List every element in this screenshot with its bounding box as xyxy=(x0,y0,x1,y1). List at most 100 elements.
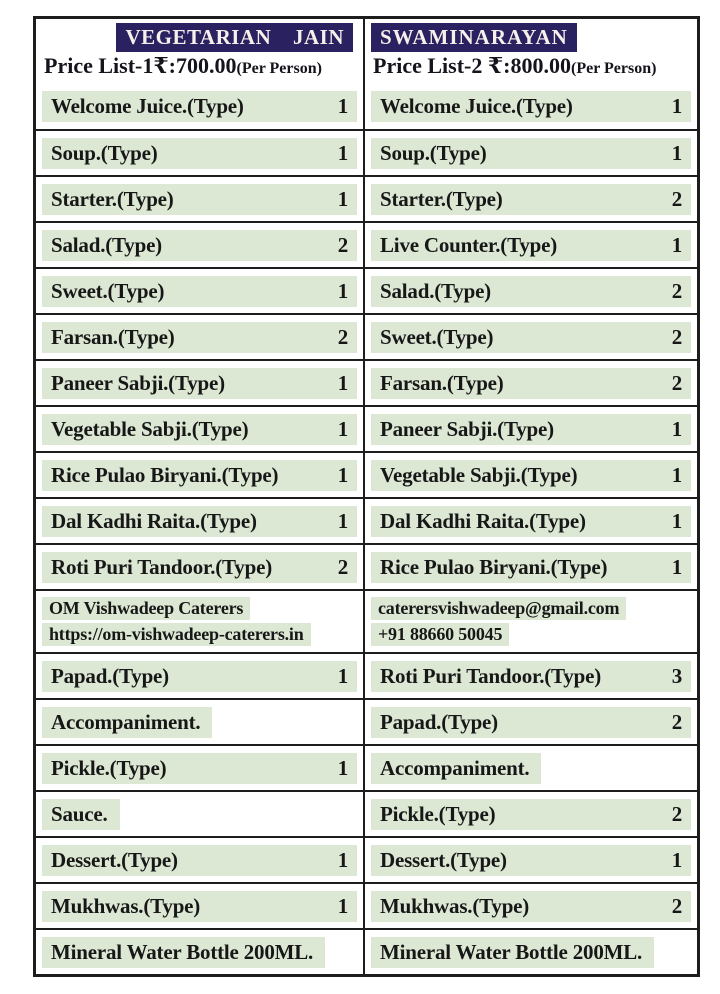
menu-cell-left: Sauce. xyxy=(36,792,363,836)
menu-item-label: Vegetable Sabji.(Type) xyxy=(380,462,578,487)
menu-item: Dessert.(Type) 1 xyxy=(42,844,357,876)
menu-item-count: 3 xyxy=(671,663,683,688)
left-price-main: Price List-1₹:700.00 xyxy=(44,52,237,78)
menu-item-label: Salad.(Type) xyxy=(380,278,491,303)
menu-item-label: Papad.(Type) xyxy=(51,663,169,688)
menu-cell-left: Rice Pulao Biryani.(Type) 1 xyxy=(36,453,363,497)
menu-item-label: Mineral Water Bottle 200ML. xyxy=(51,939,314,964)
menu-item-label: Salad.(Type) xyxy=(51,232,162,257)
menu-item-count: 1 xyxy=(671,554,683,579)
menu-item: Starter.(Type) 1 xyxy=(42,183,357,215)
menu-item-count: 1 xyxy=(671,462,683,487)
price-table: VEGETARIAN JAIN Price List-1₹:700.00(Per… xyxy=(33,16,700,977)
menu-item-count: 1 xyxy=(337,186,349,211)
menu-item-count: 1 xyxy=(337,893,349,918)
menu-row: Accompaniment. Papad.(Type) 2 xyxy=(36,698,697,744)
menu-cell-left: Pickle.(Type) 1 xyxy=(36,746,363,790)
header-row: VEGETARIAN JAIN Price List-1₹:700.00(Per… xyxy=(36,19,697,83)
menu-item-count: 2 xyxy=(671,801,683,826)
menu-cell-left: Farsan.(Type) 2 xyxy=(36,315,363,359)
menu-row: Starter.(Type) 1 Starter.(Type) 2 xyxy=(36,175,697,221)
menu-item-label: Sweet.(Type) xyxy=(51,278,165,303)
right-price-suffix: (Per Person) xyxy=(570,59,657,77)
left-price-suffix: (Per Person) xyxy=(236,59,322,77)
menu-row: Roti Puri Tandoor.(Type) 2 Rice Pulao Biry… xyxy=(36,543,697,589)
menu-cell-right: Papad.(Type) 2 xyxy=(363,700,697,744)
menu-item-label: Rice Pulao Biryani.(Type) xyxy=(51,462,279,487)
menu-item-count: 1 xyxy=(337,663,349,688)
menu-item: Accompaniment. xyxy=(42,706,213,738)
menu-item-label: Accompaniment. xyxy=(51,709,201,734)
menu-cell-right: Pickle.(Type) 2 xyxy=(363,792,697,836)
menu-item-label: Dessert.(Type) xyxy=(51,847,178,872)
menu-item-count: 2 xyxy=(337,324,349,349)
menu-cell-right: Roti Puri Tandoor.(Type) 3 xyxy=(363,654,697,698)
menu-cell-left: Vegetable Sabji.(Type) 1 xyxy=(36,407,363,451)
menu-row: Paneer Sabji.(Type) 1 Farsan.(Type) 2 xyxy=(36,359,697,405)
menu-item: Papad.(Type) 1 xyxy=(42,660,357,692)
menu-cell-right: Mineral Water Bottle 200ML. xyxy=(363,930,697,974)
menu-item-label: Welcome Juice.(Type) xyxy=(51,93,244,118)
menu-item: Starter.(Type) 2 xyxy=(371,183,691,215)
menu-item-count: 2 xyxy=(337,232,349,257)
menu-item-count: 1 xyxy=(671,232,683,257)
menu-item: Mineral Water Bottle 200ML. xyxy=(371,936,655,968)
menu-item: Farsan.(Type) 2 xyxy=(42,321,357,353)
menu-item: Farsan.(Type) 2 xyxy=(371,367,691,399)
menu-cell-right: Welcome Juice.(Type) 1 xyxy=(363,83,697,129)
menu-item-label: Pickle.(Type) xyxy=(51,755,167,780)
menu-item-count: 1 xyxy=(337,93,349,118)
menu-item-label: Mineral Water Bottle 200ML. xyxy=(380,939,643,964)
menu-item-label: Roti Puri Tandoor.(Type) xyxy=(380,663,601,688)
menu-item: Pickle.(Type) 1 xyxy=(42,752,357,784)
menu-item: Soup.(Type) 1 xyxy=(42,137,357,169)
menu-item-count: 1 xyxy=(671,416,683,441)
menu-cell-left: Paneer Sabji.(Type) 1 xyxy=(36,361,363,405)
menu-item: Mukhwas.(Type) 1 xyxy=(42,890,357,922)
menu-cell-left: Starter.(Type) 1 xyxy=(36,177,363,221)
menu-item-label: Soup.(Type) xyxy=(380,140,487,165)
info-cell-left: OM Vishwadeep Caterers https://om-vishwad… xyxy=(36,591,363,652)
menu-item: Papad.(Type) 2 xyxy=(371,706,691,738)
caterer-phone: +91 88660 50045 xyxy=(371,623,510,646)
menu-cell-left: Papad.(Type) 1 xyxy=(36,654,363,698)
menu-item-count: 1 xyxy=(337,462,349,487)
menu-item-count: 1 xyxy=(337,847,349,872)
menu-item-count: 1 xyxy=(337,278,349,303)
menu-cell-right: Vegetable Sabji.(Type) 1 xyxy=(363,453,697,497)
menu-item: Mineral Water Bottle 200ML. xyxy=(42,936,326,968)
menu-cell-right: Rice Pulao Biryani.(Type) 1 xyxy=(363,545,697,589)
menu-cell-right: Accompaniment. xyxy=(363,746,697,790)
menu-cell-right: Farsan.(Type) 2 xyxy=(363,361,697,405)
menu-item: Welcome Juice.(Type) 1 xyxy=(371,90,691,122)
menu-row: Sauce. Pickle.(Type) 2 xyxy=(36,790,697,836)
menu-cell-right: Dessert.(Type) 1 xyxy=(363,838,697,882)
menu-item: Mukhwas.(Type) 2 xyxy=(371,890,691,922)
menu-item: Vegetable Sabji.(Type) 1 xyxy=(371,459,691,491)
menu-cell-left: Mineral Water Bottle 200ML. xyxy=(36,930,363,974)
menu-item: Sauce. xyxy=(42,798,120,830)
header-left-vegetarian-jain: VEGETARIAN JAIN Price List-1₹:700.00(Per… xyxy=(36,19,363,83)
menu-item: Sweet.(Type) 2 xyxy=(371,321,691,353)
menu-item-label: Farsan.(Type) xyxy=(51,324,175,349)
menu-item-count: 1 xyxy=(337,370,349,395)
menu-row: Pickle.(Type) 1 Accompaniment. xyxy=(36,744,697,790)
menu-row: Salad.(Type) 2 Live Counter.(Type) 1 xyxy=(36,221,697,267)
menu-item: Vegetable Sabji.(Type) 1 xyxy=(42,413,357,445)
menu-item: Rice Pulao Biryani.(Type) 1 xyxy=(42,459,357,491)
right-price-main: Price List-2 ₹:800.00 xyxy=(373,52,571,78)
caterer-email: caterersvishwadeep@gmail.com xyxy=(371,597,627,620)
menu-cell-right: Mukhwas.(Type) 2 xyxy=(363,884,697,928)
menu-item-label: Vegetable Sabji.(Type) xyxy=(51,416,249,441)
menu-item-count: 1 xyxy=(671,93,683,118)
menu-item-label: Roti Puri Tandoor.(Type) xyxy=(51,554,272,579)
menu-item-label: Soup.(Type) xyxy=(51,140,158,165)
menu-item-label: Accompaniment. xyxy=(380,755,530,780)
menu-cell-right: Dal Kadhi Raita.(Type) 1 xyxy=(363,499,697,543)
header-right-swaminarayan: SWAMINARAYAN Price List-2 ₹:800.00(Per P… xyxy=(363,19,697,83)
menu-cell-right: Sweet.(Type) 2 xyxy=(363,315,697,359)
menu-item-label: Starter.(Type) xyxy=(51,186,174,211)
menu-item: Dessert.(Type) 1 xyxy=(371,844,691,876)
menu-row: Mukhwas.(Type) 1 Mukhwas.(Type) 2 xyxy=(36,882,697,928)
